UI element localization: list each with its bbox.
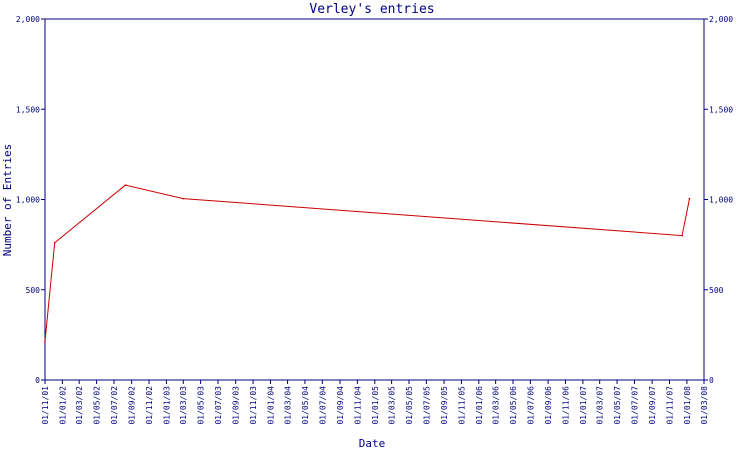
x-tick-label: 01/05/06 — [509, 386, 518, 425]
y-axis-left: 0 500 1,000 1,500 2,000 — [16, 15, 45, 385]
x-tick-label: 01/05/07 — [613, 386, 622, 425]
x-axis-title: Date — [359, 437, 386, 450]
x-tick-label: 01/11/02 — [145, 386, 154, 425]
data-point — [124, 184, 127, 186]
x-tick-label: 01/11/05 — [457, 386, 466, 425]
y-axis-title: Number of Entries — [1, 144, 14, 257]
x-tick-label: 01/07/06 — [526, 386, 535, 425]
y-tick-label-right: 1,000 — [709, 196, 733, 205]
y-tick-label-right: 0 — [709, 376, 714, 385]
x-tick-label: 01/07/04 — [318, 386, 327, 425]
x-tick-label: 01/03/07 — [596, 386, 605, 425]
y-tick-label-right: 1,500 — [709, 105, 733, 114]
x-tick-label: 01/01/07 — [579, 386, 588, 425]
x-tick-label: 01/01/02 — [58, 386, 67, 425]
x-tick-label: 01/11/04 — [353, 386, 362, 425]
x-tick-label: 01/07/05 — [422, 386, 431, 425]
plot-area — [44, 18, 705, 381]
x-tick-label: 01/01/06 — [475, 386, 484, 425]
y-tick-label-left: 500 — [26, 286, 41, 295]
x-tick-label: 01/03/03 — [179, 386, 188, 425]
x-tick-label: 01/11/01 — [41, 386, 50, 425]
x-tick-label: 01/03/02 — [75, 386, 84, 425]
data-point — [681, 234, 683, 237]
x-tick-label: 01/11/07 — [666, 386, 675, 425]
x-tick-label: 01/09/03 — [232, 386, 241, 425]
data-point — [53, 242, 56, 244]
x-tick-label: 01/11/06 — [561, 386, 570, 425]
x-tick-label: 01/05/04 — [301, 386, 310, 425]
x-tick-label: 01/05/03 — [197, 386, 206, 425]
chart-title: Verley's entries — [309, 2, 434, 17]
x-tick-label: 01/07/02 — [110, 386, 119, 425]
x-tick-label: 01/09/07 — [648, 386, 657, 425]
x-tick-label: 01/03/04 — [284, 386, 293, 425]
x-tick-label: 01/03/05 — [388, 386, 397, 425]
y-tick-label-left: 1,500 — [16, 105, 40, 114]
data-point — [688, 197, 691, 200]
x-tick-label: 01/09/04 — [336, 386, 345, 425]
x-tick-label: 01/03/08 — [700, 386, 709, 425]
x-tick-label: 01/09/06 — [544, 386, 553, 425]
x-tick-label: 01/07/03 — [214, 386, 223, 425]
x-tick-label: 01/09/02 — [128, 386, 137, 425]
y-tick-label-left: 1,000 — [16, 196, 40, 205]
x-tick-label: 01/11/03 — [249, 386, 258, 425]
series-line — [44, 184, 690, 342]
x-tick-label: 01/05/02 — [93, 386, 102, 425]
y-tick-label-left: 2,000 — [16, 15, 40, 24]
data-point — [182, 197, 185, 200]
y-tick-label-right: 500 — [709, 286, 724, 295]
x-tick-label: 01/01/04 — [266, 386, 275, 425]
x-tick-label: 01/01/08 — [683, 386, 692, 425]
y-tick-label-left: 0 — [35, 376, 40, 385]
data-point — [44, 340, 46, 342]
x-tick-label: 01/07/07 — [630, 386, 639, 425]
x-tick-label: 01/01/03 — [162, 386, 171, 425]
x-tick-label: 01/01/05 — [371, 386, 380, 425]
y-tick-label-right: 2,000 — [709, 15, 733, 24]
x-tick-label: 01/03/06 — [492, 386, 501, 425]
x-axis: 01/11/01 01/01/02 01/03/02 01/05/02 01/07/02… — [41, 380, 709, 425]
x-tick-label: 01/05/05 — [405, 386, 414, 425]
series-layer — [44, 184, 691, 342]
y-axis-right: 0 500 1,000 1,500 2,000 — [704, 15, 733, 385]
x-tick-label: 01/09/05 — [440, 386, 449, 425]
